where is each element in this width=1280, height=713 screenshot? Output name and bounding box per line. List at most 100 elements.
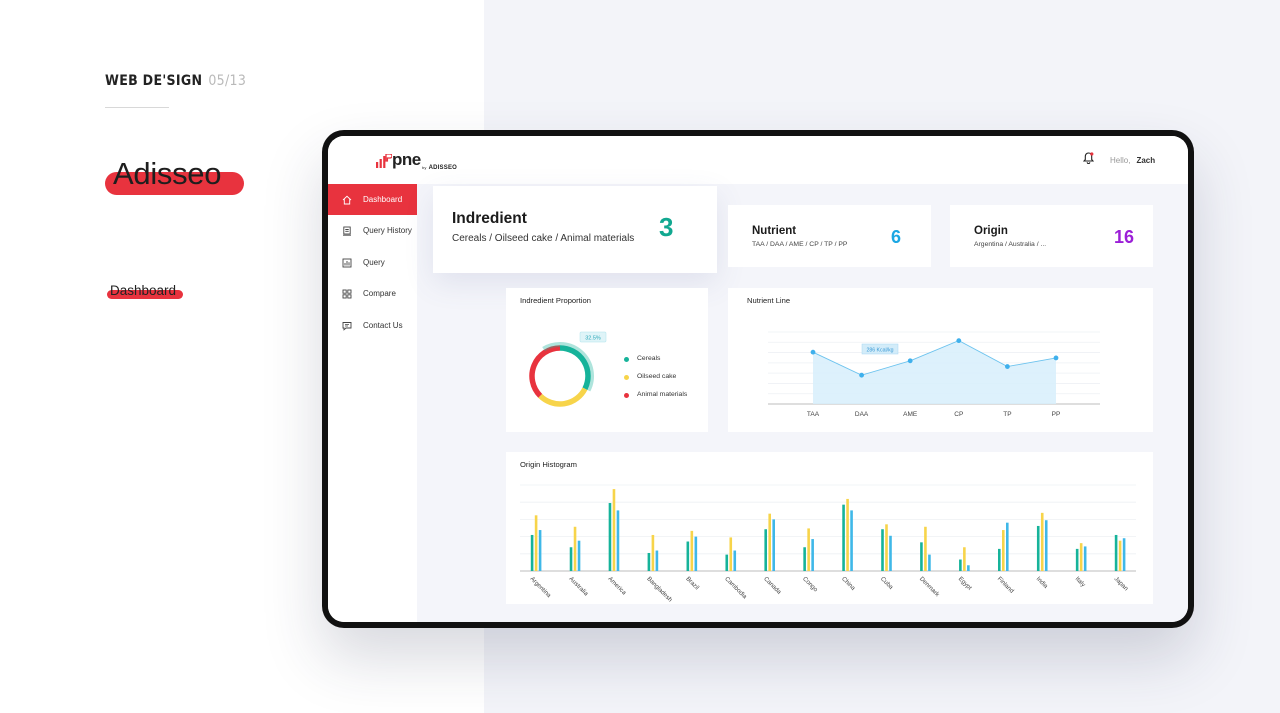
x-tick-label: CP <box>954 411 963 418</box>
bar <box>803 547 806 571</box>
sidebar-item-label: Query History <box>363 226 412 235</box>
bar <box>772 519 775 571</box>
legend-label: Oilseed cake <box>637 373 677 380</box>
series-line <box>812 340 1057 376</box>
chart-title: Nutrient Line <box>747 296 791 305</box>
bar <box>573 526 577 571</box>
x-tick-label: Canada <box>762 575 783 596</box>
bar <box>850 510 853 571</box>
bar <box>1002 530 1005 571</box>
bar <box>963 547 966 571</box>
x-tick-label: Bangladesh <box>645 575 673 603</box>
logo-company: ADISSEO <box>428 165 458 171</box>
sidebar-item-compare[interactable]: Compare <box>328 278 417 309</box>
bell-icon[interactable] <box>1083 152 1094 164</box>
card-title: Nutrient <box>752 225 797 237</box>
data-point-daa <box>859 372 864 378</box>
donut-tooltip-box <box>579 331 607 343</box>
origin-histogram-chart: Argentina Australia America Bangladesh Brazi… <box>520 484 1136 604</box>
bar <box>920 542 923 571</box>
sidebar-item-label: Contact Us <box>363 321 403 330</box>
bar <box>1122 538 1126 571</box>
logo-bars-icon <box>376 154 392 168</box>
sidebar-item-label: Compare <box>363 289 396 298</box>
sidebar-item-dashboard[interactable]: Dashboard <box>328 184 417 215</box>
origin-histogram-card: Origin Histogram Argentina Australia Ameri… <box>506 452 1153 604</box>
brand-title: Adisseo <box>113 156 222 191</box>
x-tick-label: Cuba <box>879 575 895 591</box>
legend-swatch <box>624 357 629 362</box>
bar <box>655 550 659 571</box>
divider <box>105 107 169 108</box>
design-tag-text: WEB DE'SIGN <box>105 73 203 89</box>
bar <box>1114 534 1118 571</box>
x-tick-label: Denmark <box>918 575 941 598</box>
x-tick-label: Egypt <box>957 575 973 591</box>
bar <box>694 536 698 571</box>
sidebar-item-contact-us[interactable]: Contact Us <box>328 310 417 341</box>
sidebar-item-label: Query <box>363 258 385 267</box>
bar <box>690 530 694 571</box>
bar <box>889 535 892 571</box>
design-tag: WEB DE'SIGN 05/13 <box>105 73 246 89</box>
nutrient-line-card: Nutrient Line TAA DAA AME CP TP PP 286 Kcal/kg <box>728 288 1153 432</box>
x-tick-label: India <box>1035 575 1050 590</box>
bar <box>768 513 771 571</box>
bar <box>998 548 1001 571</box>
bar <box>651 534 655 571</box>
page-label-highlight <box>107 290 183 299</box>
bar <box>881 529 884 571</box>
line-tooltip-box <box>861 343 899 355</box>
logo-by: by <box>422 165 427 170</box>
x-tick-label: PP <box>1052 411 1061 418</box>
card-count: 16 <box>1114 227 1135 247</box>
card-subtitle: Cereals / Oilseed cake / Animal material… <box>452 233 635 244</box>
sidebar-item-query-history[interactable]: Query History <box>328 215 417 246</box>
bar <box>686 541 690 571</box>
x-tick-label: Australia <box>568 575 590 597</box>
donut-slice-cereals <box>559 345 591 390</box>
area-fill <box>813 340 1056 404</box>
logo-text: pne <box>392 150 421 169</box>
legend-swatch <box>624 393 629 398</box>
line-tooltip-label: 286 Kcal/kg <box>866 348 893 354</box>
bar <box>928 554 931 571</box>
card-subtitle: TAA / DAA / AME / CP / TP / PP <box>752 241 848 248</box>
bar <box>577 540 581 571</box>
brand-highlight <box>105 172 244 195</box>
page-number: 05/13 <box>208 73 247 89</box>
x-tick-label: AME <box>903 411 918 418</box>
home-icon <box>342 195 352 205</box>
sidebar-item-label: Dashboard <box>363 195 403 204</box>
origin-card[interactable]: Origin Argentina / Australia / ... 16 <box>950 205 1153 267</box>
x-tick-label: Argentina <box>529 575 553 599</box>
bar <box>1040 512 1044 571</box>
x-tick-label: Finland <box>996 575 1016 595</box>
bar <box>807 528 810 571</box>
top-bar: pne by ADISSEO Hello, Zach <box>328 136 1188 184</box>
ingredient-card[interactable]: Indredient Cereals / Oilseed cake / Anim… <box>433 186 717 273</box>
nutrient-line-chart: TAA DAA AME CP TP PP 286 Kcal/kg <box>768 331 1100 418</box>
bar <box>811 539 814 571</box>
card-subtitle: Argentina / Australia / ... <box>974 241 1047 248</box>
legend-label: Animal materials <box>637 391 688 398</box>
user-greeting[interactable]: Hello, Zach <box>1110 156 1155 165</box>
data-point-taa <box>810 349 816 355</box>
x-tick-label: Italy <box>1074 575 1088 589</box>
bar <box>530 534 534 571</box>
x-tick-label: DAA <box>855 411 869 418</box>
bar <box>1044 520 1048 571</box>
bar <box>538 530 542 571</box>
card-count: 3 <box>659 212 674 242</box>
x-tick-label: Cambodia <box>723 575 748 600</box>
sidebar-item-query[interactable]: Query <box>328 247 417 278</box>
x-tick-label: TAA <box>807 411 820 418</box>
bar <box>924 526 927 571</box>
bar <box>885 524 888 571</box>
logo-subtitle: by ADISSEO <box>422 165 457 171</box>
donut-slice-oilseed-cake <box>538 387 588 407</box>
nutrient-card[interactable]: Nutrient TAA / DAA / AME / CP / TP / PP … <box>728 205 931 267</box>
data-point-cp <box>956 338 962 344</box>
x-tick-label: America <box>606 575 627 596</box>
bar <box>616 510 620 571</box>
